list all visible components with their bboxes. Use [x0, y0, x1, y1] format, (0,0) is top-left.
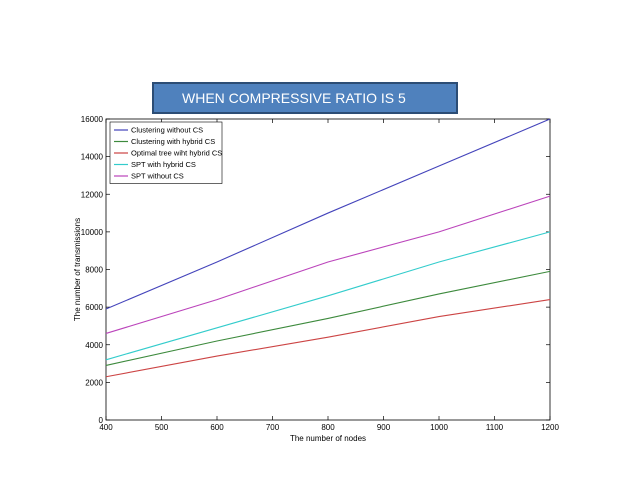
- x-tick-label: 900: [377, 423, 391, 432]
- legend-label: Optimal tree wiht hybrid CS: [131, 149, 222, 158]
- series-line: [105, 231, 551, 361]
- y-tick-label: 8000: [85, 266, 103, 275]
- y-tick-label: 10000: [81, 228, 104, 237]
- x-tick-label: 400: [99, 423, 113, 432]
- series-line: [105, 299, 551, 378]
- chart-title: WHEN COMPRESSIVE RATIO IS 5: [182, 90, 406, 106]
- x-tick-label: 600: [210, 423, 224, 432]
- legend-label: SPT with hybrid CS: [131, 160, 196, 169]
- y-tick-label: 14000: [81, 153, 104, 162]
- series-line: [105, 118, 551, 310]
- series-line: [105, 195, 551, 334]
- x-tick-label: 700: [266, 423, 280, 432]
- x-tick-label: 1100: [486, 423, 504, 432]
- chart-title-banner: WHEN COMPRESSIVE RATIO IS 5: [152, 82, 458, 114]
- y-axis-label: The number of transmissions: [73, 218, 82, 321]
- x-axis-label: The number of nodes: [290, 434, 366, 443]
- series-line: [105, 270, 551, 366]
- x-tick-label: 1200: [541, 423, 559, 432]
- x-tick-label: 800: [321, 423, 335, 432]
- x-tick-label: 500: [155, 423, 169, 432]
- y-tick-label: 16000: [81, 115, 104, 124]
- legend-box: [109, 121, 223, 184]
- y-tick-label: 4000: [85, 341, 103, 350]
- y-tick-label: 0: [99, 416, 104, 425]
- legend-label: SPT without CS: [131, 172, 184, 181]
- y-tick-label: 6000: [85, 303, 103, 312]
- y-tick-label: 2000: [85, 378, 103, 387]
- legend-label: Clustering without CS: [131, 126, 203, 135]
- x-tick-label: 1000: [430, 423, 448, 432]
- y-tick-label: 12000: [81, 190, 104, 199]
- legend-label: Clustering with hybrid CS: [131, 137, 215, 146]
